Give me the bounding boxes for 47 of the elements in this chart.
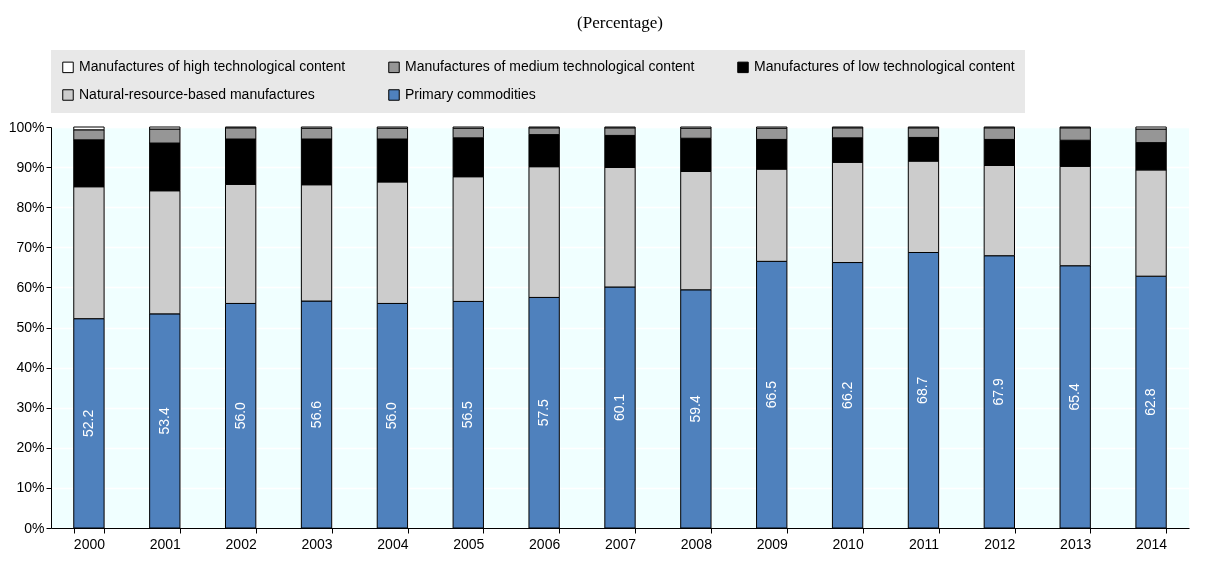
y-tick-label: 70% bbox=[16, 238, 45, 255]
y-tick-label: 80% bbox=[16, 198, 45, 215]
y-tick-label: 10% bbox=[16, 479, 45, 496]
x-tick-label: 2008 bbox=[680, 535, 713, 552]
x-tick-label: 2011 bbox=[908, 535, 940, 552]
data-label: 56.0 bbox=[231, 401, 248, 430]
x-tick-label: 2014 bbox=[1135, 535, 1168, 552]
x-tick-label: 2007 bbox=[604, 535, 637, 552]
data-label: 65.4 bbox=[1066, 383, 1083, 411]
x-tick-label: 2013 bbox=[1060, 535, 1092, 552]
x-tick-label: 2010 bbox=[832, 535, 864, 552]
data-label: 67.9 bbox=[990, 378, 1007, 406]
data-label: 68.7 bbox=[914, 376, 931, 404]
legend-label: Manufactures of low technological content bbox=[754, 58, 1015, 75]
x-tick-label: 2002 bbox=[225, 535, 257, 552]
data-label: 56.5 bbox=[459, 400, 476, 429]
x-tick-label: 2004 bbox=[377, 535, 409, 552]
x-tick-label: 2003 bbox=[301, 535, 333, 552]
data-label: 57.5 bbox=[535, 398, 552, 427]
data-label: 53.4 bbox=[155, 407, 172, 435]
y-tick-label: 20% bbox=[16, 439, 45, 456]
data-label: 59.4 bbox=[686, 395, 703, 423]
legend-label: Primary commodities bbox=[405, 86, 536, 102]
y-tick-label: 100% bbox=[8, 118, 45, 135]
legend-label: Manufactures of medium technological content bbox=[405, 58, 695, 75]
legend-label: Manufactures of high technological content bbox=[79, 58, 346, 75]
data-label: 56.6 bbox=[307, 400, 324, 429]
x-tick-label: 2012 bbox=[984, 535, 1016, 552]
x-tick-label: 2009 bbox=[756, 535, 789, 552]
y-tick-label: 50% bbox=[16, 319, 45, 335]
data-label: 56.0 bbox=[383, 401, 400, 430]
x-tick-label: 2005 bbox=[453, 535, 485, 552]
data-label: 62.8 bbox=[1142, 388, 1159, 416]
data-label: 66.2 bbox=[838, 381, 855, 409]
y-tick-label: 90% bbox=[16, 158, 45, 175]
x-tick-label: 2001 bbox=[149, 535, 182, 552]
x-tick-label: 2006 bbox=[529, 535, 561, 552]
data-label: 60.1 bbox=[611, 393, 627, 422]
y-tick-label: 60% bbox=[16, 278, 45, 295]
y-tick-label: 40% bbox=[16, 359, 45, 376]
x-tick-label: 2000 bbox=[73, 535, 106, 552]
y-tick-label: 0% bbox=[24, 519, 45, 536]
legend-label: Natural-resource-based manufactures bbox=[79, 86, 315, 102]
chart-title: (Percentage) bbox=[577, 13, 663, 32]
data-label: 66.5 bbox=[762, 380, 779, 409]
data-label: 52.2 bbox=[79, 409, 96, 437]
y-tick-label: 30% bbox=[16, 399, 45, 416]
